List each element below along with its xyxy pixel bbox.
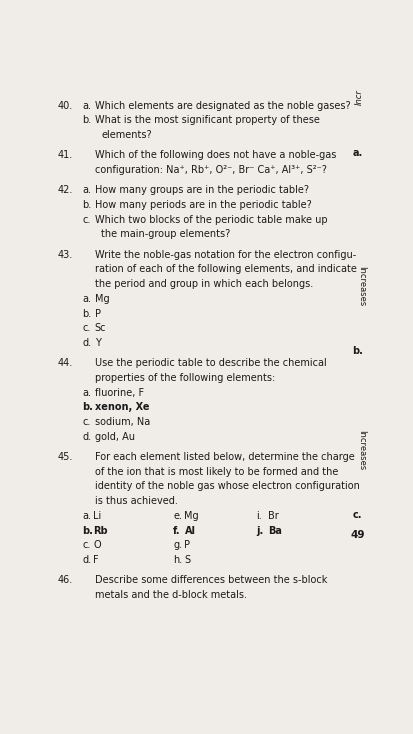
Text: b.: b. <box>82 200 91 210</box>
Text: Which two blocks of the periodic table make up: Which two blocks of the periodic table m… <box>95 214 328 225</box>
Text: Li: Li <box>93 511 102 521</box>
Text: d.: d. <box>82 555 91 565</box>
Text: Ba: Ba <box>268 526 282 536</box>
Text: ration of each of the following elements, and indicate: ration of each of the following elements… <box>95 264 357 275</box>
Text: b.: b. <box>82 526 93 536</box>
Text: S: S <box>185 555 190 565</box>
Text: Br: Br <box>268 511 278 521</box>
Text: f.: f. <box>173 526 181 536</box>
Text: 41.: 41. <box>57 150 73 160</box>
Text: 45.: 45. <box>57 452 73 462</box>
Text: a.: a. <box>82 101 91 111</box>
Text: Rb: Rb <box>93 526 108 536</box>
Text: 46.: 46. <box>57 575 73 585</box>
Text: Describe some differences between the s-block: Describe some differences between the s-… <box>95 575 327 585</box>
Text: c.: c. <box>82 540 90 550</box>
Text: 42.: 42. <box>57 185 73 195</box>
Text: i.: i. <box>256 511 262 521</box>
Text: gold, Au: gold, Au <box>95 432 135 442</box>
Text: 40.: 40. <box>57 101 73 111</box>
Text: d.: d. <box>82 338 91 348</box>
Text: the main-group elements?: the main-group elements? <box>101 230 230 239</box>
Text: 44.: 44. <box>57 358 73 368</box>
Text: Incr: Incr <box>354 90 363 105</box>
Text: d.: d. <box>82 432 91 442</box>
Text: Mg: Mg <box>185 511 199 521</box>
Text: Al: Al <box>185 526 195 536</box>
Text: How many groups are in the periodic table?: How many groups are in the periodic tabl… <box>95 185 309 195</box>
Text: is thus achieved.: is thus achieved. <box>95 496 178 506</box>
Text: elements?: elements? <box>101 130 152 140</box>
Text: b.: b. <box>352 346 363 356</box>
Text: a.: a. <box>82 388 91 398</box>
Text: c.: c. <box>353 510 362 520</box>
Text: e.: e. <box>173 511 182 521</box>
Text: c.: c. <box>82 323 90 333</box>
Text: sodium, Na: sodium, Na <box>95 417 150 427</box>
Text: c.: c. <box>82 214 90 225</box>
Text: O: O <box>93 540 101 550</box>
Text: fluorine, F: fluorine, F <box>95 388 144 398</box>
Text: xenon, Xe: xenon, Xe <box>95 402 150 413</box>
Text: 43.: 43. <box>57 250 73 260</box>
Text: P: P <box>95 308 101 319</box>
Text: b.: b. <box>82 308 91 319</box>
Text: How many periods are in the periodic table?: How many periods are in the periodic tab… <box>95 200 311 210</box>
Text: Which of the following does not have a noble-gas: Which of the following does not have a n… <box>95 150 336 160</box>
Text: j.: j. <box>256 526 264 536</box>
Text: b.: b. <box>82 402 93 413</box>
Text: identity of the noble gas whose electron configuration: identity of the noble gas whose electron… <box>95 482 360 492</box>
Text: c.: c. <box>82 417 90 427</box>
Text: Write the noble-gas notation for the electron configu-: Write the noble-gas notation for the ele… <box>95 250 356 260</box>
Text: For each element listed below, determine the charge: For each element listed below, determine… <box>95 452 355 462</box>
Text: Use the periodic table to describe the chemical: Use the periodic table to describe the c… <box>95 358 327 368</box>
Text: of the ion that is most likely to be formed and the: of the ion that is most likely to be for… <box>95 467 338 477</box>
Text: Mg: Mg <box>95 294 109 304</box>
Text: Increases: Increases <box>358 429 367 470</box>
Text: the period and group in which each belongs.: the period and group in which each belon… <box>95 279 313 289</box>
Text: g.: g. <box>173 540 183 550</box>
Text: a.: a. <box>82 511 91 521</box>
Text: properties of the following elements:: properties of the following elements: <box>95 373 275 383</box>
Text: b.: b. <box>82 115 91 126</box>
Text: F: F <box>93 555 99 565</box>
Text: a.: a. <box>82 294 91 304</box>
Text: metals and the d-block metals.: metals and the d-block metals. <box>95 590 247 600</box>
Text: h.: h. <box>173 555 183 565</box>
Text: a.: a. <box>82 185 91 195</box>
Text: 49: 49 <box>350 529 365 539</box>
Text: Sc: Sc <box>95 323 106 333</box>
Text: Which elements are designated as the noble gases?: Which elements are designated as the nob… <box>95 101 351 111</box>
Text: P: P <box>185 540 190 550</box>
Text: What is the most significant property of these: What is the most significant property of… <box>95 115 320 126</box>
Text: configuration: Na⁺, Rb⁺, O²⁻, Br⁻ Ca⁺, Al³⁺, S²⁻?: configuration: Na⁺, Rb⁺, O²⁻, Br⁻ Ca⁺, A… <box>95 165 327 175</box>
Text: a.: a. <box>352 148 363 158</box>
Text: Increases: Increases <box>358 266 367 306</box>
Text: Y: Y <box>95 338 101 348</box>
